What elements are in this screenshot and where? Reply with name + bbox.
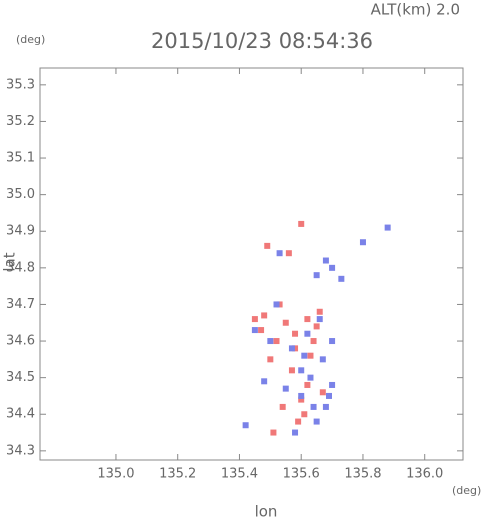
point <box>384 224 391 231</box>
point <box>285 250 292 257</box>
point <box>242 422 249 429</box>
point <box>338 275 345 282</box>
y-tick-label: 35.3 <box>6 77 35 92</box>
point <box>273 338 280 345</box>
y-unit: (deg) <box>16 33 45 46</box>
point <box>304 381 311 388</box>
x-tick-label: 135.6 <box>283 467 320 482</box>
y-tick-label: 34.4 <box>6 407 35 422</box>
point <box>292 345 299 352</box>
point <box>316 316 323 323</box>
point <box>261 378 268 385</box>
point <box>310 338 317 345</box>
point <box>329 381 336 388</box>
point <box>319 356 326 363</box>
point <box>295 418 302 425</box>
chart-title: 2015/10/23 08:54:36 <box>151 29 373 53</box>
point <box>313 418 320 425</box>
point <box>298 392 305 399</box>
point <box>329 264 336 271</box>
point <box>301 352 308 359</box>
point <box>258 327 265 334</box>
point <box>316 308 323 315</box>
point <box>282 319 289 326</box>
point <box>298 220 305 227</box>
point <box>251 316 258 323</box>
y-tick-label: 35.1 <box>6 151 35 166</box>
point <box>292 330 299 337</box>
point <box>251 327 258 334</box>
x-tick-label: 135.8 <box>344 467 381 482</box>
x-axis-label: lon <box>255 503 278 521</box>
y-tick-label: 35.2 <box>6 114 35 129</box>
point <box>298 396 305 403</box>
chart-subtitle: ALT(km) 2.0 <box>371 1 460 19</box>
point <box>319 389 326 396</box>
point <box>304 330 311 337</box>
x-unit: (deg) <box>452 484 481 497</box>
point <box>307 352 314 359</box>
point <box>276 301 283 308</box>
y-tick-label: 34.3 <box>6 443 35 458</box>
x-tick-label: 135.2 <box>159 467 196 482</box>
point <box>298 367 305 374</box>
point <box>313 272 320 279</box>
y-tick-label: 34.6 <box>6 334 35 349</box>
point <box>310 403 317 410</box>
point <box>276 250 283 257</box>
point <box>288 345 295 352</box>
y-tick-label: 34.9 <box>6 224 35 239</box>
point <box>261 312 268 319</box>
point <box>267 356 274 363</box>
point <box>322 403 329 410</box>
x-tick-label: 136.0 <box>406 467 443 482</box>
point <box>359 239 366 246</box>
point <box>304 316 311 323</box>
x-tick-label: 135.0 <box>97 467 134 482</box>
point <box>288 367 295 374</box>
y-tick-label: 35.0 <box>6 187 35 202</box>
y-tick-label: 34.8 <box>6 260 35 275</box>
x-tick-label: 135.4 <box>221 467 258 482</box>
point <box>329 338 336 345</box>
plot-frame <box>39 67 464 461</box>
point <box>307 374 314 381</box>
point <box>301 411 308 418</box>
point <box>279 403 286 410</box>
y-axis-label: lat <box>1 252 19 271</box>
y-tick-label: 34.7 <box>6 297 35 312</box>
point <box>267 338 274 345</box>
point <box>264 242 271 249</box>
point <box>273 301 280 308</box>
y-tick-label: 34.5 <box>6 370 35 385</box>
point <box>282 385 289 392</box>
point <box>292 429 299 436</box>
point <box>322 257 329 264</box>
point <box>313 323 320 330</box>
point <box>270 429 277 436</box>
point <box>325 392 332 399</box>
